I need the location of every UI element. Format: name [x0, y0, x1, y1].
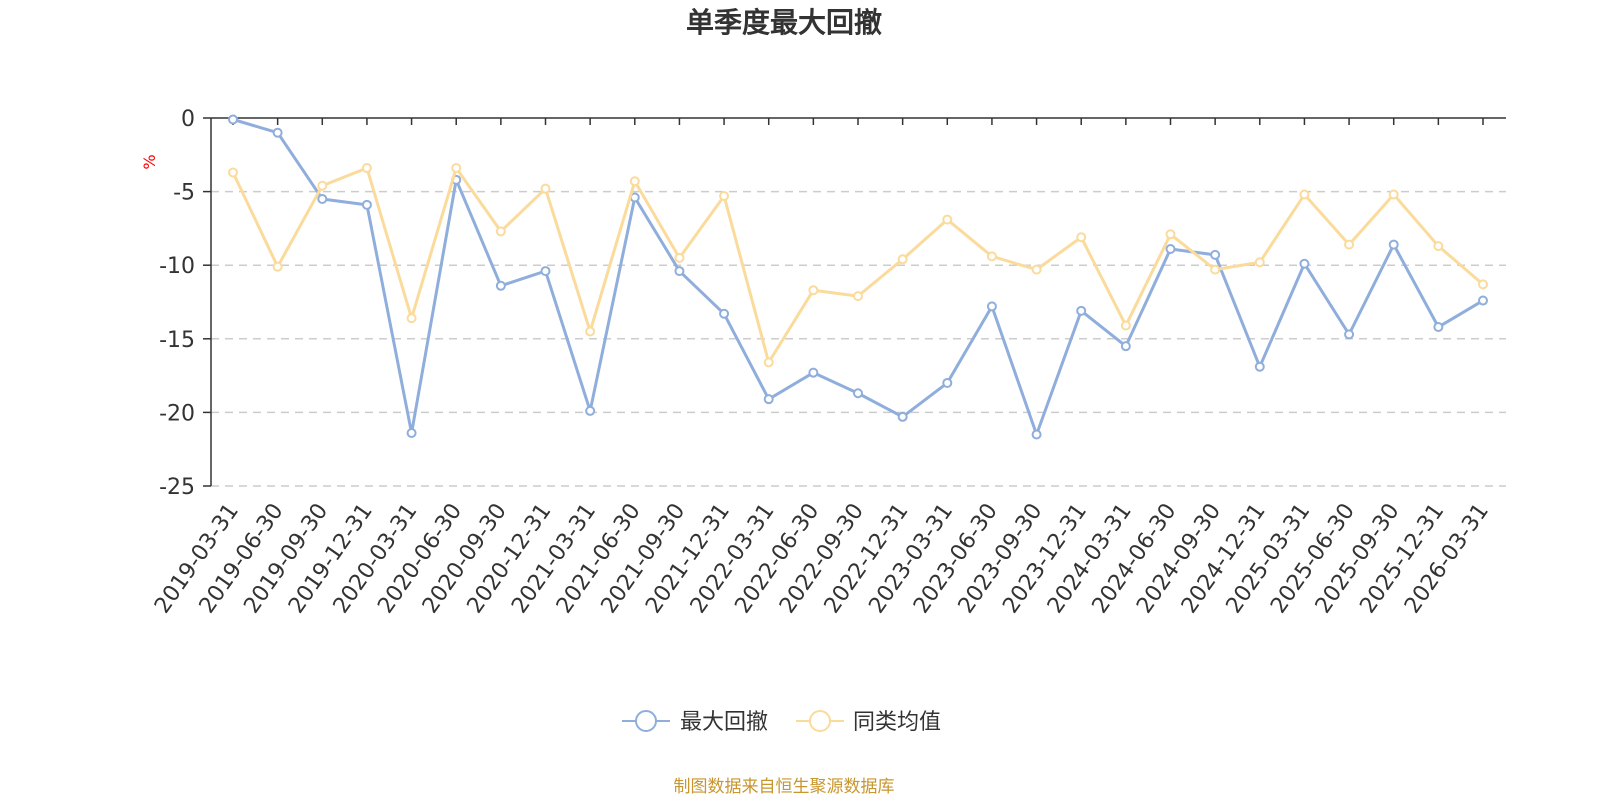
- series-0-point-18[interactable]: [1031, 429, 1042, 440]
- series-0-point-12[interactable]: [763, 394, 774, 405]
- series-1-point-20[interactable]: [1120, 320, 1131, 331]
- series-lines: [228, 114, 1488, 440]
- series-0-point-13[interactable]: [808, 367, 819, 378]
- grid-lines: [211, 190, 1506, 487]
- axes: [203, 117, 1506, 487]
- series-0-point-10[interactable]: [674, 266, 685, 277]
- series-0-point-2[interactable]: [317, 193, 328, 204]
- series-1-point-23[interactable]: [1254, 257, 1265, 268]
- series-1-point-21[interactable]: [1165, 229, 1176, 240]
- series-1-point-8[interactable]: [585, 326, 596, 337]
- series-0-point-6[interactable]: [495, 280, 506, 291]
- series-0-point-26[interactable]: [1388, 239, 1399, 250]
- legend-marker-0[interactable]: [635, 710, 657, 732]
- series-0-point-8[interactable]: [585, 405, 596, 416]
- series-1-point-13[interactable]: [808, 285, 819, 296]
- y-tick-label-1: -5: [173, 181, 195, 206]
- y-tick-label-2: -10: [159, 254, 195, 279]
- series-0-point-3[interactable]: [361, 199, 372, 210]
- series-1-point-22[interactable]: [1210, 264, 1221, 275]
- series-1-point-0[interactable]: [228, 167, 238, 178]
- series-0-point-1[interactable]: [272, 127, 283, 138]
- y-axis-unit: %: [140, 154, 159, 169]
- series-1-point-9[interactable]: [629, 176, 640, 187]
- series-1-point-12[interactable]: [763, 357, 774, 368]
- legend-label-1[interactable]: 同类均值: [853, 710, 941, 735]
- series-0-point-24[interactable]: [1299, 258, 1310, 269]
- series-1-point-17[interactable]: [986, 251, 997, 262]
- y-tick-label-5: -25: [159, 475, 195, 500]
- series-1-point-14[interactable]: [853, 291, 863, 302]
- y-tick-label-4: -20: [159, 401, 195, 426]
- series-0-point-11[interactable]: [719, 308, 730, 319]
- series-1-point-15[interactable]: [897, 254, 908, 265]
- series-1-point-26[interactable]: [1388, 189, 1399, 200]
- legend-label-0[interactable]: 最大回撤: [680, 710, 768, 735]
- series-1-point-18[interactable]: [1031, 264, 1042, 275]
- series-1-point-4[interactable]: [406, 313, 417, 324]
- series-1-point-3[interactable]: [361, 163, 372, 174]
- chart-title: 单季度最大回撤: [686, 6, 882, 39]
- series-1-point-6[interactable]: [495, 226, 506, 237]
- series-0-point-0[interactable]: [228, 114, 238, 125]
- legend-marker-1[interactable]: [809, 710, 831, 732]
- y-tick-label-0: 0: [181, 107, 195, 132]
- series-0-point-20[interactable]: [1120, 341, 1131, 352]
- data-source-note: 制图数据来自恒生聚源数据库: [674, 777, 895, 797]
- series-1-point-1[interactable]: [272, 261, 283, 272]
- y-tick-labels: 0 -5 -10 -15 -20 -25: [159, 107, 195, 500]
- series-1-point-11[interactable]: [719, 191, 730, 202]
- series-1-point-16[interactable]: [942, 214, 953, 225]
- series-0-point-7[interactable]: [540, 266, 551, 277]
- series-1-point-7[interactable]: [540, 183, 551, 194]
- series-0-point-27[interactable]: [1433, 322, 1444, 333]
- series-0-point-23[interactable]: [1254, 361, 1265, 372]
- series-0-point-22[interactable]: [1210, 249, 1221, 260]
- series-0-point-15[interactable]: [897, 411, 908, 422]
- series-0-point-17[interactable]: [986, 301, 997, 312]
- series-1-point-25[interactable]: [1344, 239, 1355, 250]
- y-tick-label-3: -15: [159, 328, 195, 353]
- legend[interactable]: 最大回撤 同类均值: [622, 710, 941, 735]
- series-0-point-25[interactable]: [1344, 329, 1355, 340]
- series-line-0: [232, 118, 1484, 436]
- series-1-point-19[interactable]: [1076, 232, 1087, 243]
- series-0-point-21[interactable]: [1165, 244, 1176, 255]
- series-1-point-10[interactable]: [674, 252, 685, 263]
- series-0-point-14[interactable]: [853, 388, 863, 399]
- series-0-point-28[interactable]: [1478, 295, 1488, 306]
- series-0-point-19[interactable]: [1076, 305, 1087, 316]
- series-0-point-4[interactable]: [406, 428, 417, 439]
- series-1-point-5[interactable]: [451, 163, 462, 174]
- series-1-point-2[interactable]: [317, 180, 328, 191]
- x-tick-labels: 2019-03-312019-06-302019-09-302019-12-31…: [150, 499, 1494, 618]
- series-1-point-24[interactable]: [1299, 189, 1310, 200]
- series-0-point-16[interactable]: [942, 377, 953, 388]
- series-1-point-27[interactable]: [1433, 241, 1444, 252]
- series-1-point-28[interactable]: [1478, 279, 1488, 290]
